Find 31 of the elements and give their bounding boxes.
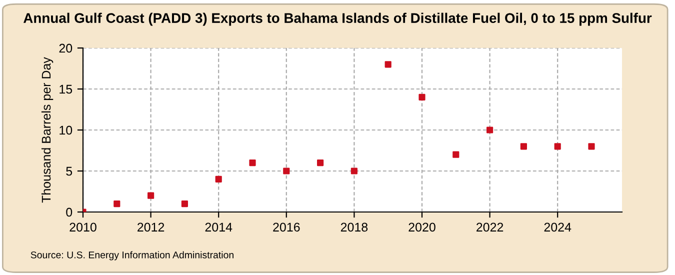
- chart-title: Annual Gulf Coast (PADD 3) Exports to Bahama Islands of Distillate Fuel Oil, 0 to 15 ppm Sulfur: [24, 12, 652, 26]
- point: [181, 200, 188, 208]
- point: [520, 143, 527, 150]
- point: [418, 94, 426, 100]
- point: [554, 143, 561, 150]
- y-tick-label: 5: [66, 166, 72, 176]
- point: [384, 61, 392, 68]
- point: [350, 168, 358, 174]
- x-tick-label: 2024: [544, 222, 572, 232]
- x-tick-label: 2020: [408, 222, 436, 232]
- x-tick-label: 2010: [70, 222, 96, 232]
- point: [486, 126, 494, 134]
- point: [588, 143, 595, 150]
- x-tick-label: 2014: [205, 222, 232, 232]
- y-tick-label: 20: [59, 44, 72, 53]
- x-tick-label: 2012: [138, 222, 164, 232]
- x-tick-label: 2022: [476, 222, 504, 232]
- point: [148, 192, 154, 199]
- x-tick-label: 2018: [340, 222, 368, 232]
- point: [249, 160, 256, 166]
- point: [215, 176, 222, 182]
- y-tick-label: 15: [60, 84, 72, 94]
- y-tick-label: 10: [60, 126, 72, 135]
- point: [114, 200, 120, 208]
- point: [452, 151, 460, 158]
- y-tick-label: 0: [66, 208, 72, 217]
- y-axis-title: Thousand Barrels per Day: [41, 57, 54, 203]
- x-tick-label: 2016: [273, 222, 300, 232]
- point: [283, 168, 290, 174]
- point: [317, 160, 324, 166]
- source-note: Source: U.S. Energy Information Administration: [30, 251, 234, 260]
